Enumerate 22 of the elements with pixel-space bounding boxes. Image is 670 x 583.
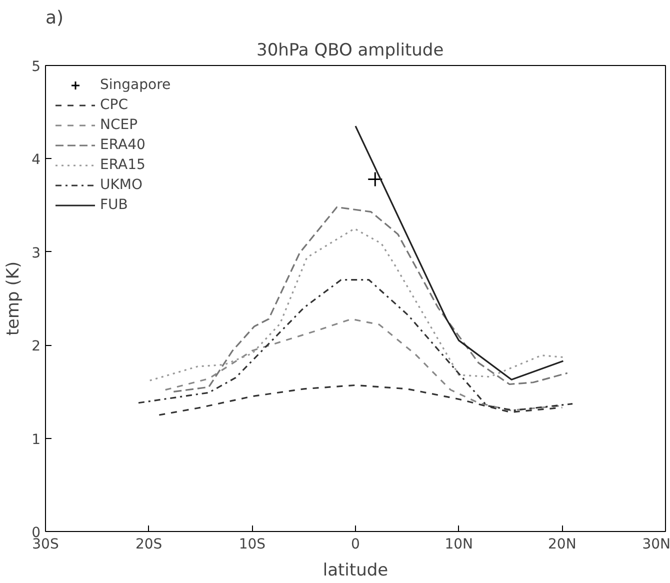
legend-label: ERA15 [100,157,146,173]
x-tick-label: 10S [238,536,266,552]
text: a) [46,8,64,28]
x-tick-label: 10N [444,536,473,552]
y-tick-label: 2 [32,338,41,355]
x-tick-label: 30N [642,536,670,552]
y-tick-label: 4 [32,152,41,168]
legend-label: ERA40 [100,137,146,153]
y-axis-title: temp (K) [4,261,24,336]
legend-label: Singapore [100,77,171,93]
legend-label: CPC [100,97,128,113]
x-tick-label: 20N [548,536,576,552]
chart-title: 30hPa QBO amplitude [256,40,444,60]
y-tick-label: 1 [32,432,41,448]
legend-label: UKMO [100,177,143,193]
y-tick-label: 3 [32,245,41,262]
y-tick-label: 5 [32,59,41,75]
x-tick-label: 20S [135,536,162,552]
x-tick-label: 0 [351,536,360,552]
legend-label: FUB [100,197,128,213]
x-axis-title: latitude [322,560,388,580]
legend-label: NCEP [100,117,138,133]
